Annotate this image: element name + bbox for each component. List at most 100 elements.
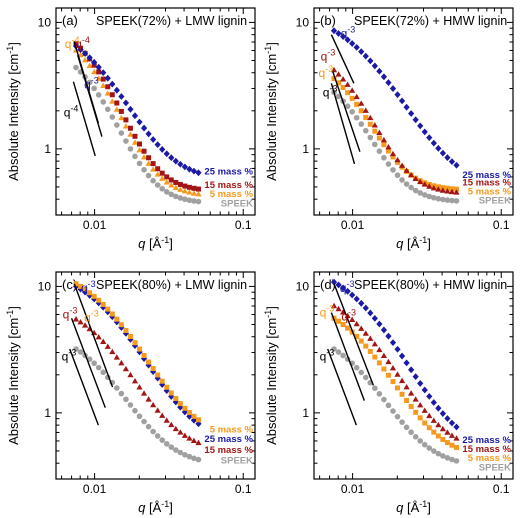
series-5-mass- <box>331 315 459 451</box>
data-point <box>122 365 130 372</box>
data-point <box>155 166 161 172</box>
data-point <box>381 396 387 403</box>
data-point <box>195 190 202 197</box>
data-point <box>105 84 111 90</box>
data-point <box>435 433 441 439</box>
power-law-label: q-3 <box>84 308 99 324</box>
power-law-label: q-3 <box>323 83 338 99</box>
data-point <box>449 456 455 463</box>
y-tick-label: 10 <box>296 15 310 29</box>
data-point <box>389 339 397 347</box>
data-point <box>444 415 451 422</box>
data-point <box>127 125 133 131</box>
data-point <box>91 85 97 92</box>
data-point <box>349 95 355 101</box>
data-point <box>109 348 116 355</box>
data-point <box>177 181 183 187</box>
data-point <box>95 364 102 371</box>
data-point <box>435 195 442 202</box>
data-point <box>91 58 98 66</box>
data-point <box>173 447 179 453</box>
data-point <box>453 423 460 431</box>
data-point <box>399 391 405 397</box>
panel-title: SPEEK(72%) + LMW lignin <box>96 14 247 28</box>
data-point <box>109 92 115 98</box>
data-point <box>385 161 392 167</box>
data-point <box>398 377 406 384</box>
data-point <box>168 182 175 188</box>
data-point <box>118 108 124 114</box>
data-point <box>453 186 459 192</box>
data-point <box>168 191 175 198</box>
data-point <box>448 432 456 438</box>
data-point <box>430 399 437 406</box>
data-point <box>376 129 383 136</box>
data-point <box>118 93 125 100</box>
data-point <box>132 407 138 414</box>
data-point <box>186 410 192 416</box>
legend-entry: 5 mass % <box>468 453 512 464</box>
data-point <box>367 121 373 127</box>
data-point <box>182 451 188 458</box>
legend-entry: 5 mass % <box>210 189 254 200</box>
data-point <box>118 322 124 328</box>
data-point <box>367 309 374 317</box>
data-point <box>86 54 93 62</box>
data-point <box>163 440 170 447</box>
data-point <box>403 181 410 187</box>
data-point <box>421 128 428 136</box>
power-law-label: q-3 <box>62 347 77 363</box>
data-point <box>431 448 437 454</box>
data-point <box>191 198 197 204</box>
y-tick-label: 10 <box>38 15 52 29</box>
data-point <box>136 146 143 153</box>
legend-entry: 15 mass % <box>462 444 511 455</box>
data-point <box>367 134 374 141</box>
data-point <box>444 440 450 446</box>
series-15-mass- <box>330 66 460 195</box>
data-point <box>145 172 152 179</box>
data-point <box>150 366 156 372</box>
data-point <box>73 281 79 287</box>
data-point <box>426 392 433 400</box>
data-point <box>403 103 410 111</box>
data-point <box>136 160 143 167</box>
data-point <box>104 74 111 82</box>
data-point <box>358 108 364 114</box>
data-point <box>145 396 152 402</box>
data-point <box>408 429 414 435</box>
fit-line <box>69 348 100 426</box>
data-point <box>349 40 356 47</box>
x-axis-label: q [Å-1] <box>396 499 431 515</box>
data-point <box>140 124 148 132</box>
data-point <box>421 192 428 198</box>
legend-entry: 25 mass % <box>204 434 253 445</box>
data-point <box>399 419 405 425</box>
data-point <box>440 436 446 442</box>
data-point <box>72 316 80 322</box>
data-point <box>77 349 84 355</box>
data-point <box>131 378 139 384</box>
data-point <box>435 144 442 152</box>
series-15-mass- <box>330 302 460 441</box>
data-point <box>389 150 397 157</box>
data-point <box>421 407 428 413</box>
data-point <box>95 299 102 307</box>
data-point <box>113 86 120 94</box>
data-point <box>363 114 369 120</box>
data-point <box>141 418 147 425</box>
data-point <box>430 184 437 191</box>
data-point <box>381 142 387 148</box>
data-point <box>344 103 351 110</box>
data-point <box>412 187 419 194</box>
data-point <box>330 302 338 309</box>
data-point <box>339 284 347 292</box>
data-point <box>453 445 459 451</box>
data-point <box>172 184 179 190</box>
data-point <box>403 383 410 390</box>
data-point <box>362 107 369 113</box>
x-tick-label: 0.01 <box>83 482 107 496</box>
data-point <box>381 366 387 372</box>
data-point <box>385 79 392 86</box>
